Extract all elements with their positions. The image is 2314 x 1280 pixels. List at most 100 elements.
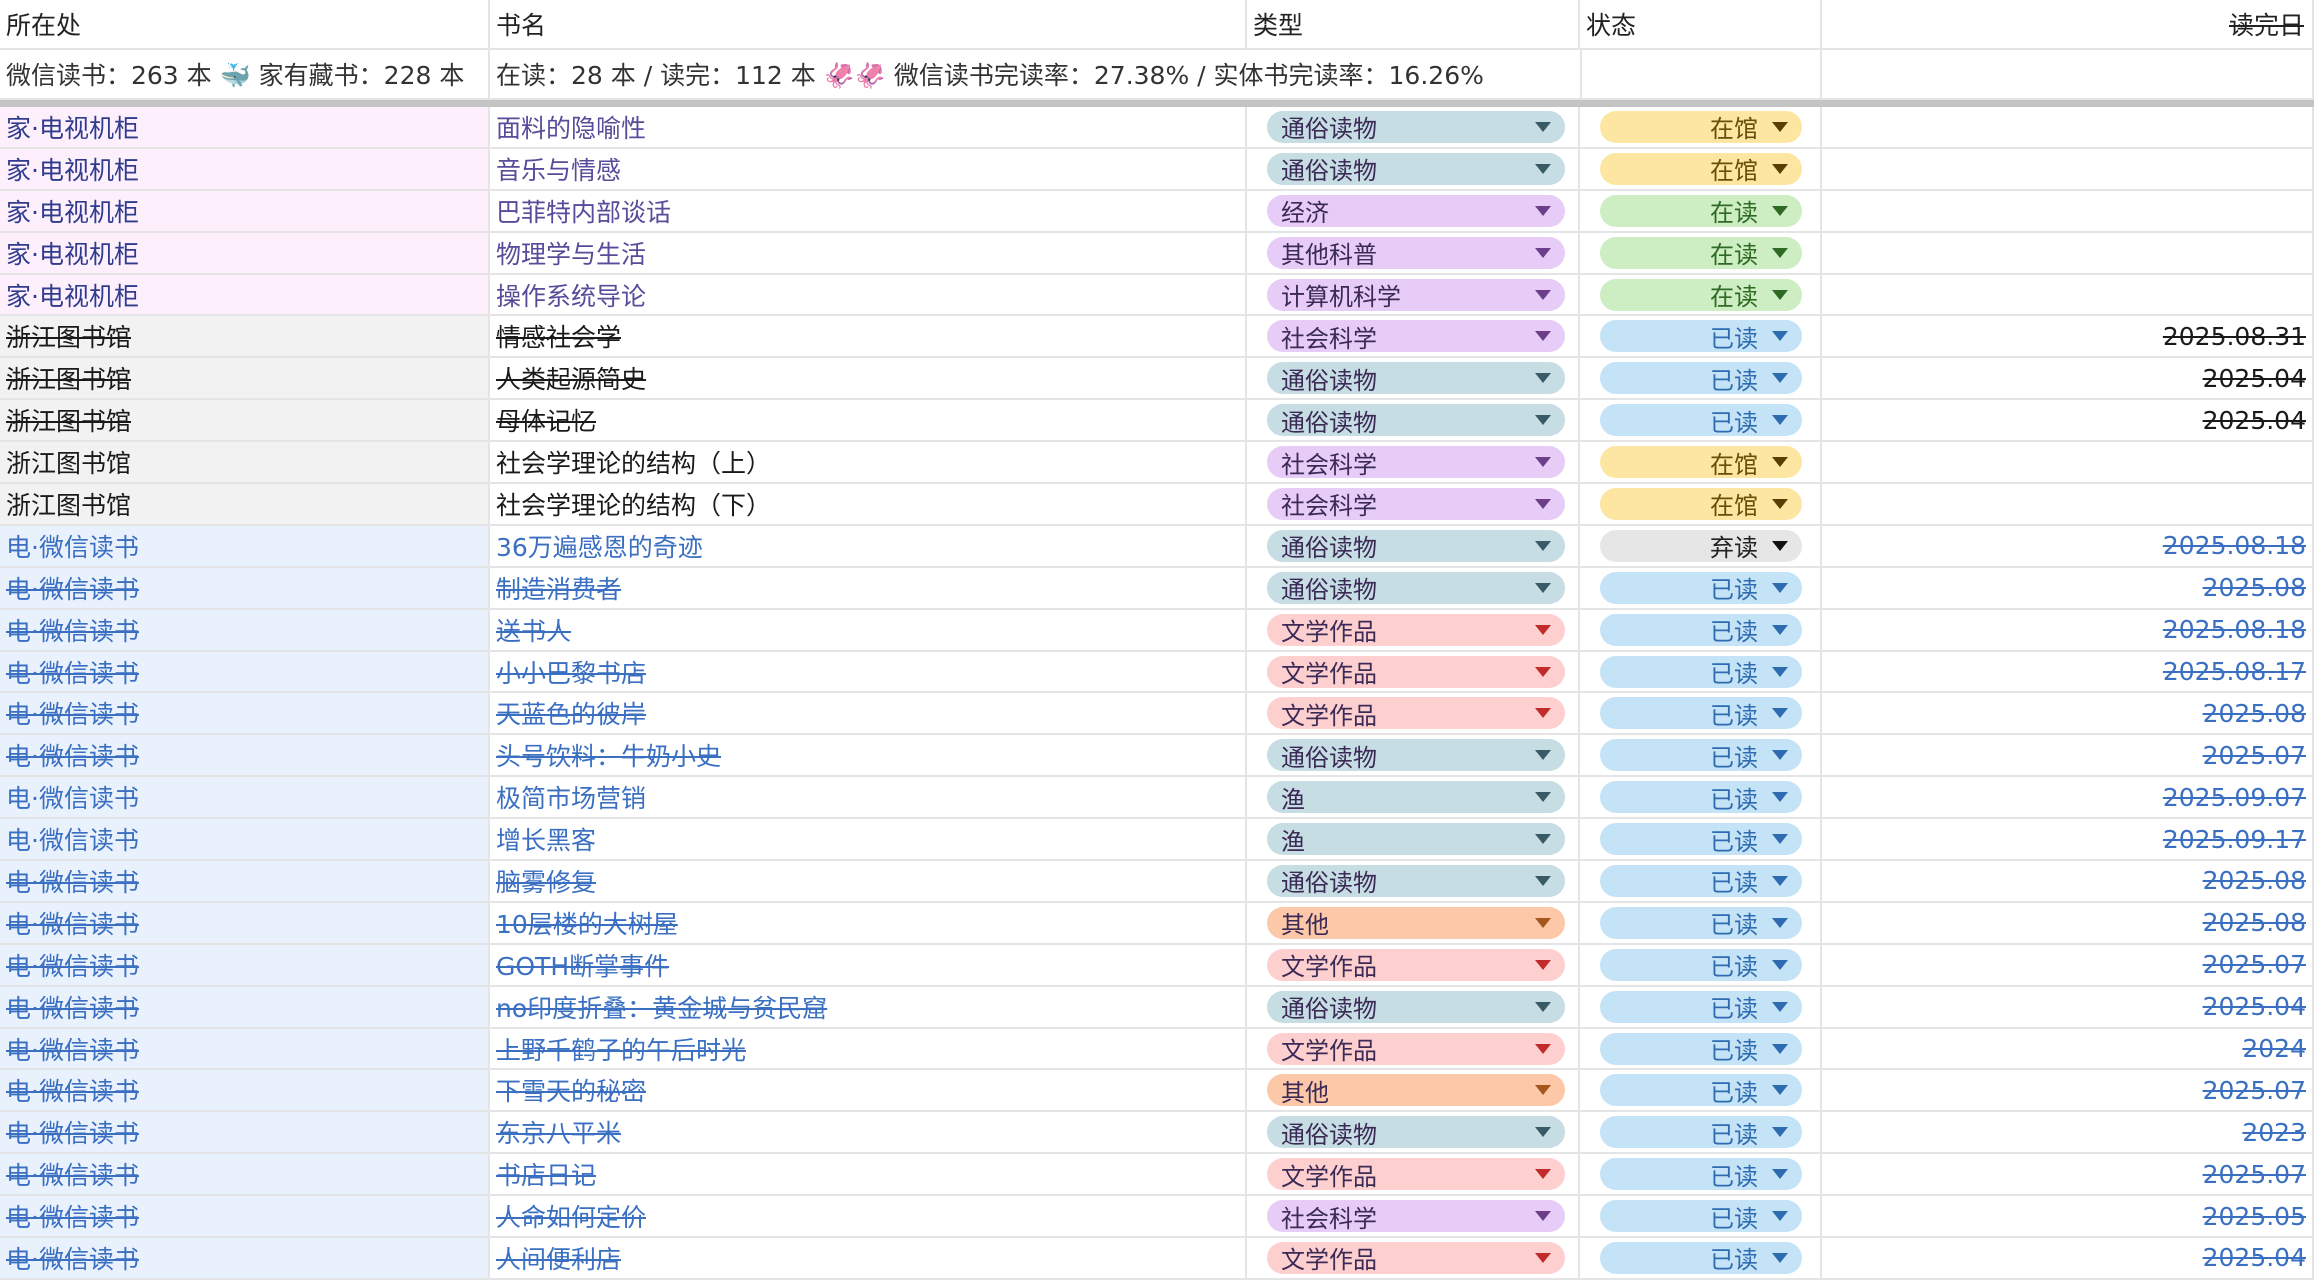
location-cell[interactable]: 电·微信读书: [0, 525, 490, 568]
location-cell[interactable]: 电·微信读书: [0, 1070, 490, 1113]
title-cell[interactable]: 下雪天的秘密: [490, 1070, 1247, 1113]
title-cell[interactable]: 36万遍感恩的奇迹: [490, 525, 1247, 568]
table-row[interactable]: 浙江图书馆 社会学理论的结构（上） 社会科学 在馆: [0, 442, 2314, 485]
title-cell[interactable]: 社会学理论的结构（下）: [490, 484, 1247, 526]
title-cell[interactable]: 人类起源简史: [490, 358, 1247, 401]
category-dropdown[interactable]: 文学作品: [1267, 613, 1565, 646]
status-dropdown[interactable]: 已读: [1600, 404, 1802, 437]
table-row[interactable]: 电·微信读书 36万遍感恩的奇迹 通俗读物 弃读 2025.08.18: [0, 525, 2314, 568]
status-dropdown[interactable]: 已读: [1600, 697, 1802, 730]
status-dropdown[interactable]: 已读: [1600, 655, 1802, 688]
finished-date-cell[interactable]: 2025.08.17: [1822, 651, 2314, 694]
status-dropdown[interactable]: 在馆: [1600, 487, 1802, 520]
title-cell[interactable]: 脑雾修复: [490, 861, 1247, 903]
stats-empty-date[interactable]: [1822, 50, 2314, 100]
finished-date-cell[interactable]: 2025.04: [1822, 1238, 2314, 1280]
category-dropdown[interactable]: 渔: [1267, 781, 1565, 814]
title-cell[interactable]: 书店日记: [490, 1154, 1247, 1197]
location-cell[interactable]: 电·微信读书: [0, 902, 490, 945]
location-cell[interactable]: 家·电视机柜: [0, 107, 490, 149]
location-cell[interactable]: 浙江图书馆: [0, 400, 490, 443]
location-cell[interactable]: 浙江图书馆: [0, 442, 490, 485]
table-row[interactable]: 家·电视机柜 面料的隐喻性 通俗读物 在馆: [0, 107, 2314, 149]
title-cell[interactable]: 头号饮料：牛奶小史: [490, 735, 1247, 778]
location-cell[interactable]: 电·微信读书: [0, 651, 490, 694]
status-dropdown[interactable]: 已读: [1600, 320, 1802, 353]
finished-date-cell[interactable]: [1822, 274, 2314, 317]
finished-date-cell[interactable]: [1822, 232, 2314, 275]
stats-collection-counts[interactable]: 微信读书：263 本 🐳 家有藏书：228 本: [0, 50, 490, 100]
table-row[interactable]: 电·微信读书 增长黑客 渔 已读 2025.09.17: [0, 819, 2314, 862]
table-row[interactable]: 电·微信读书 天蓝色的彼岸 文学作品 已读 2025.08: [0, 693, 2314, 736]
finished-date-cell[interactable]: 2025.07: [1822, 1154, 2314, 1197]
category-dropdown[interactable]: 通俗读物: [1267, 864, 1565, 897]
table-row[interactable]: 家·电视机柜 音乐与情感 通俗读物 在馆: [0, 148, 2314, 191]
finished-date-cell[interactable]: 2025.07: [1822, 944, 2314, 987]
status-dropdown[interactable]: 已读: [1600, 990, 1802, 1023]
finished-date-cell[interactable]: 2025.04: [1822, 986, 2314, 1029]
category-dropdown[interactable]: 渔: [1267, 823, 1565, 856]
status-dropdown[interactable]: 已读: [1600, 781, 1802, 814]
title-cell[interactable]: 巴菲特内部谈话: [490, 190, 1247, 233]
column-header-location[interactable]: 所在处: [0, 0, 490, 50]
title-cell[interactable]: 人命如何定价: [490, 1196, 1247, 1239]
category-dropdown[interactable]: 社会科学: [1267, 320, 1565, 353]
category-dropdown[interactable]: 文学作品: [1267, 1241, 1565, 1274]
table-row[interactable]: 电·微信读书 GOTH断掌事件 文学作品 已读 2025.07: [0, 944, 2314, 987]
category-dropdown[interactable]: 通俗读物: [1267, 990, 1565, 1023]
table-row[interactable]: 浙江图书馆 母体记忆 通俗读物 已读 2025.04: [0, 400, 2314, 443]
category-dropdown[interactable]: 通俗读物: [1267, 739, 1565, 772]
table-row[interactable]: 电·微信读书 制造消费者 通俗读物 已读 2025.08: [0, 567, 2314, 610]
title-cell[interactable]: 上野千鹤子的午后时光: [490, 1028, 1247, 1071]
category-dropdown[interactable]: 文学作品: [1267, 655, 1565, 688]
location-cell[interactable]: 电·微信读书: [0, 1028, 490, 1071]
title-cell[interactable]: GOTH断掌事件: [490, 944, 1247, 987]
location-cell[interactable]: 电·微信读书: [0, 567, 490, 610]
location-cell[interactable]: 电·微信读书: [0, 1196, 490, 1239]
title-cell[interactable]: 人间便利店: [490, 1238, 1247, 1280]
title-cell[interactable]: no印度折叠：黄金城与贫民窟: [490, 986, 1247, 1029]
column-header-title[interactable]: 书名: [490, 0, 1247, 50]
status-dropdown[interactable]: 在馆: [1600, 110, 1802, 143]
finished-date-cell[interactable]: 2024: [1822, 1028, 2314, 1071]
status-dropdown[interactable]: 已读: [1600, 948, 1802, 981]
title-cell[interactable]: 操作系统导论: [490, 274, 1247, 317]
title-cell[interactable]: 东京八平米: [490, 1112, 1247, 1155]
title-cell[interactable]: 送书人: [490, 609, 1247, 652]
finished-date-cell[interactable]: 2025.05: [1822, 1196, 2314, 1239]
stats-empty-status[interactable]: [1580, 50, 1822, 100]
column-header-finished[interactable]: 读完日: [1822, 0, 2314, 50]
title-cell[interactable]: 情感社会学: [490, 316, 1247, 359]
finished-date-cell[interactable]: 2025.04: [1822, 358, 2314, 401]
finished-date-cell[interactable]: 2025.08: [1822, 902, 2314, 945]
category-dropdown[interactable]: 其他: [1267, 1074, 1565, 1107]
table-row[interactable]: 电·微信读书 极简市场营销 渔 已读 2025.09.07: [0, 777, 2314, 820]
location-cell[interactable]: 家·电视机柜: [0, 148, 490, 191]
finished-date-cell[interactable]: [1822, 442, 2314, 485]
status-dropdown[interactable]: 已读: [1600, 1074, 1802, 1107]
finished-date-cell[interactable]: 2025.08: [1822, 861, 2314, 903]
table-row[interactable]: 电·微信读书 小小巴黎书店 文学作品 已读 2025.08.17: [0, 651, 2314, 694]
title-cell[interactable]: 天蓝色的彼岸: [490, 693, 1247, 736]
status-dropdown[interactable]: 已读: [1600, 864, 1802, 897]
category-dropdown[interactable]: 社会科学: [1267, 446, 1565, 479]
title-cell[interactable]: 增长黑客: [490, 819, 1247, 862]
status-dropdown[interactable]: 已读: [1600, 1158, 1802, 1191]
category-dropdown[interactable]: 通俗读物: [1267, 404, 1565, 437]
table-row[interactable]: 电·微信读书 头号饮料：牛奶小史 通俗读物 已读 2025.07: [0, 735, 2314, 778]
status-dropdown[interactable]: 已读: [1600, 1032, 1802, 1065]
category-dropdown[interactable]: 通俗读物: [1267, 571, 1565, 604]
finished-date-cell[interactable]: 2025.08: [1822, 693, 2314, 736]
frozen-rows-divider[interactable]: [0, 100, 2314, 107]
table-row[interactable]: 浙江图书馆 社会学理论的结构（下） 社会科学 在馆: [0, 484, 2314, 526]
category-dropdown[interactable]: 通俗读物: [1267, 152, 1565, 185]
location-cell[interactable]: 浙江图书馆: [0, 358, 490, 401]
table-row[interactable]: 浙江图书馆 情感社会学 社会科学 已读 2025.08.31: [0, 316, 2314, 359]
finished-date-cell[interactable]: 2025.04: [1822, 400, 2314, 443]
finished-date-cell[interactable]: 2025.07: [1822, 735, 2314, 778]
category-dropdown[interactable]: 文学作品: [1267, 948, 1565, 981]
title-cell[interactable]: 面料的隐喻性: [490, 107, 1247, 149]
finished-date-cell[interactable]: 2025.08.18: [1822, 525, 2314, 568]
title-cell[interactable]: 物理学与生活: [490, 232, 1247, 275]
column-header-status[interactable]: 状态: [1580, 0, 1822, 50]
